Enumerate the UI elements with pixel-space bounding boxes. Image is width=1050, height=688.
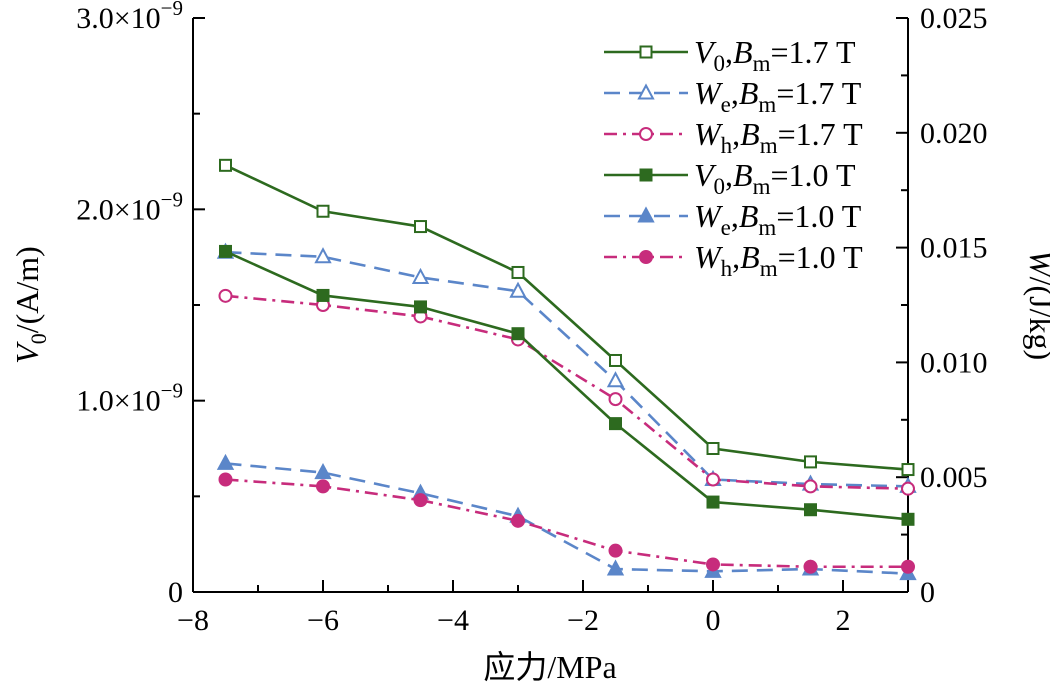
legend-entry-1: V0,Bm=1.7 T <box>604 34 856 76</box>
right-y-tick-label: 0.020 <box>920 117 988 150</box>
data-point <box>314 462 332 480</box>
legend-entry-6: Wh,Bm=1.0 T <box>604 239 863 281</box>
data-point <box>706 472 720 487</box>
data-point <box>803 559 818 574</box>
right-y-tick-label: 0.010 <box>920 346 988 379</box>
x-tick-label: −6 <box>307 604 339 637</box>
data-point <box>804 455 817 469</box>
data-point <box>509 281 527 298</box>
series-6 <box>218 472 915 574</box>
data-point <box>411 267 430 284</box>
data-point <box>609 353 622 367</box>
series-line <box>225 462 909 575</box>
data-point <box>219 244 232 258</box>
legend-label: We,Bm=1.0 T <box>694 198 862 240</box>
left-y-axis-title: V0/(A/m) <box>9 246 51 364</box>
data-point <box>901 559 915 574</box>
series <box>216 158 917 581</box>
data-point <box>218 472 233 487</box>
data-point <box>706 495 720 509</box>
data-point <box>803 479 818 494</box>
data-point <box>414 300 427 314</box>
data-point <box>414 220 427 234</box>
legend-marker <box>639 45 653 59</box>
series-3 <box>218 288 915 496</box>
legend: V0,Bm=1.7 TWe,Bm=1.7 TWh,Bm=1.7 TV0,Bm=1… <box>604 34 863 281</box>
data-point <box>314 247 332 264</box>
legend-label: We,Bm=1.7 T <box>694 75 862 117</box>
data-point <box>511 265 525 279</box>
legend-marker <box>639 127 653 141</box>
data-point <box>609 417 622 431</box>
left-y-tick-label: 0 <box>168 576 183 609</box>
data-point <box>606 371 625 388</box>
right-y-tick-label: 0 <box>920 576 935 609</box>
x-tick-label: −8 <box>177 604 209 637</box>
data-point <box>316 288 330 302</box>
left-y-tick-label: 1.0×10−9 <box>76 379 183 418</box>
data-point <box>216 453 235 470</box>
data-point <box>901 463 915 477</box>
data-point <box>706 557 720 572</box>
legend-marker <box>639 250 653 264</box>
data-point <box>218 288 233 303</box>
x-tick-label: −2 <box>567 604 599 637</box>
legend-marker <box>639 168 653 182</box>
series-line <box>224 164 909 471</box>
legend-label: V0,Bm=1.0 T <box>694 157 856 199</box>
right-y-axis-title: W/(J/kg) <box>1023 250 1050 360</box>
x-axis-title: 应力/MPa <box>483 649 616 685</box>
legend-marker <box>637 206 655 223</box>
x-tick-label: 0 <box>706 604 721 637</box>
legend-entry-4: V0,Bm=1.0 T <box>604 157 856 199</box>
left-y-tick-label: 3.0×10−9 <box>76 0 183 35</box>
data-point <box>219 158 232 172</box>
series-line <box>225 478 908 569</box>
series-4 <box>219 244 915 526</box>
series-line <box>225 250 909 488</box>
legend-marker <box>637 83 655 100</box>
left-y-tick-label: 2.0×10−9 <box>76 187 183 226</box>
x-tick-label: −4 <box>437 604 469 637</box>
legend-label: Wh,Bm=1.0 T <box>694 239 863 281</box>
data-point <box>316 204 330 218</box>
data-point <box>608 543 623 558</box>
data-point <box>901 481 915 496</box>
right-y-tick-label: 0.005 <box>920 461 988 494</box>
data-point <box>901 512 915 526</box>
data-point <box>511 327 525 341</box>
right-y-tick-label: 0.025 <box>920 2 988 35</box>
data-point <box>413 493 428 508</box>
data-point <box>804 503 817 517</box>
right-y-tick-label: 0.015 <box>920 232 988 265</box>
legend-entry-3: Wh,Bm=1.7 T <box>604 116 863 158</box>
series-1 <box>219 158 915 477</box>
data-point <box>511 513 525 528</box>
ticks: −8 −6 −4 −2 0 2 0 1.0×10−9 2.0×10−9 3.0×10−9 0 0.00… <box>76 0 987 637</box>
series-2 <box>216 242 917 493</box>
legend-label: Wh,Bm=1.7 T <box>694 116 863 158</box>
legend-entry-2: We,Bm=1.7 T <box>604 75 862 117</box>
data-point <box>706 442 720 455</box>
legend-label: V0,Bm=1.7 T <box>694 34 856 76</box>
series-line <box>224 250 909 521</box>
data-point <box>606 559 625 576</box>
x-tick-label: 2 <box>836 604 851 637</box>
data-point <box>608 392 623 407</box>
data-point <box>316 479 330 494</box>
legend-entry-5: We,Bm=1.0 T <box>604 198 862 240</box>
series-line <box>225 294 909 490</box>
